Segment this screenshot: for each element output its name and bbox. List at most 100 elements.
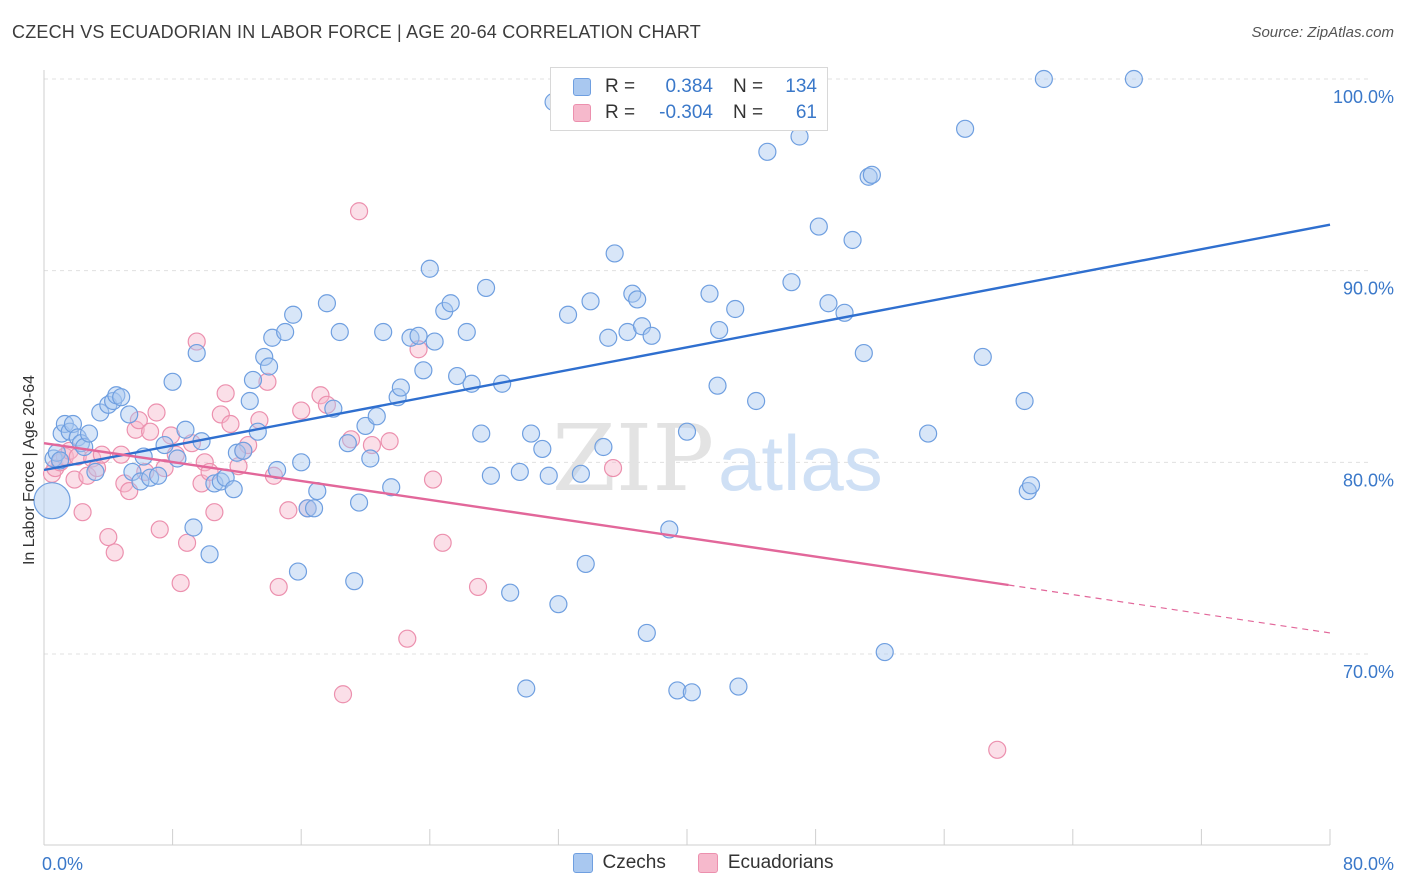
czech-swatch-icon	[572, 853, 593, 873]
ecuadorian-point	[398, 629, 417, 648]
legend-label-ecuadorians: Ecuadorians	[727, 852, 834, 873]
czech-point	[955, 119, 975, 138]
czech-point	[276, 322, 295, 342]
czech-point	[292, 453, 311, 472]
legend-r-value: -0.304	[659, 102, 713, 123]
czech-point	[288, 562, 308, 581]
czech-point	[149, 466, 168, 485]
czech-point	[539, 466, 558, 485]
series-legend: Czechs Ecuadorians	[0, 852, 1406, 874]
ecuadorian-point	[171, 573, 190, 593]
czech-point	[176, 420, 195, 439]
czech-point	[1015, 391, 1034, 411]
czech-point	[234, 441, 253, 460]
czech-point	[549, 595, 568, 614]
correlation-legend: R = 0.384 N = 134 R = -0.304 N = 61	[550, 67, 828, 131]
czech-point	[581, 292, 600, 311]
legend-r-value: 0.384	[665, 76, 713, 97]
czech-point	[425, 332, 444, 351]
ecuadorian-point	[603, 458, 623, 478]
czech-point	[919, 424, 938, 443]
czech-point	[710, 320, 729, 340]
ecuadorian-point	[147, 403, 166, 422]
czech-point	[859, 167, 878, 186]
legend-r-label: R =	[605, 76, 636, 97]
czech-point	[862, 165, 881, 184]
czech-point	[1018, 481, 1037, 501]
chart-title: CZECH VS ECUADORIAN IN LABOR FORCE | AGE…	[12, 22, 701, 42]
czech-point	[558, 305, 578, 324]
legend-n-value: 61	[795, 102, 817, 123]
czech-point	[708, 376, 727, 395]
ecuadorian-point	[349, 202, 369, 221]
czech-point	[457, 322, 476, 342]
czech-point	[382, 478, 401, 497]
czech-point	[510, 462, 529, 482]
czech-point	[809, 217, 828, 236]
czech-point	[330, 322, 349, 342]
czech-point	[112, 388, 131, 407]
czech-point	[668, 681, 687, 700]
czech-point	[571, 464, 591, 483]
czech-point	[729, 677, 748, 696]
czech-point	[594, 437, 613, 457]
czech-point	[476, 278, 496, 298]
y-axis-label: In Labor Force | Age 20-64	[21, 375, 38, 565]
ecuadorian-point	[433, 533, 452, 552]
czech-point	[441, 294, 460, 313]
czech-point	[637, 623, 656, 643]
czech-point	[472, 424, 491, 443]
tick-labels: 70.0% 80.0% 90.0% 100.0% 0.0% 80.0%	[42, 87, 1394, 874]
czech-point	[843, 230, 862, 250]
ecuadorian-trend-line	[43, 441, 1009, 587]
czech-point	[819, 294, 838, 313]
czech-point	[628, 290, 647, 309]
legend-item-czechs: Czechs	[572, 852, 666, 874]
czech-point	[184, 518, 203, 537]
czech-point	[700, 284, 719, 303]
czech-point	[1034, 69, 1053, 89]
czech-point	[391, 378, 410, 397]
czech-point	[599, 328, 618, 347]
ecuador-swatch-icon	[573, 104, 591, 122]
legend-n-label: N =	[733, 102, 764, 123]
czech-point	[243, 370, 263, 390]
ecuadorian-point	[292, 401, 311, 420]
legend-label-czechs: Czechs	[602, 852, 666, 873]
ecuador-swatch-icon	[697, 853, 718, 873]
ecuadorian-point	[126, 420, 145, 439]
czech-point	[200, 545, 219, 564]
czech-point	[298, 499, 317, 518]
czech-point	[414, 361, 433, 380]
czech-point	[345, 572, 364, 591]
y-tick-label: 90.0%	[1343, 279, 1394, 299]
czech-point	[682, 683, 701, 702]
czech-point	[623, 284, 642, 303]
czech-point	[517, 679, 536, 698]
legend-r-label: R =	[605, 102, 636, 123]
czech-point	[120, 405, 139, 424]
czech-point	[448, 366, 467, 386]
y-tick-label: 80.0%	[1343, 470, 1394, 490]
czech-point	[367, 407, 386, 426]
ecuadorian-point	[988, 740, 1007, 759]
czech-point	[248, 422, 267, 441]
ecuadorian-point	[362, 435, 382, 455]
czech-point	[187, 343, 206, 363]
y-tick-label: 100.0%	[1333, 87, 1394, 107]
czech-point	[501, 583, 520, 602]
legend-n-label: N =	[733, 76, 764, 97]
czech-point	[374, 322, 393, 342]
ecuadorian-point	[221, 414, 240, 434]
czech-point	[782, 273, 801, 292]
czech-point	[409, 326, 428, 345]
axes	[43, 70, 1331, 846]
czech-point	[284, 305, 303, 324]
ecuadorian-point	[99, 527, 118, 547]
czech-point	[163, 372, 182, 391]
ecuadorian-point	[269, 577, 288, 597]
ecuadorian-point	[177, 533, 197, 552]
czech-point	[875, 642, 894, 662]
czech-point	[205, 474, 224, 493]
